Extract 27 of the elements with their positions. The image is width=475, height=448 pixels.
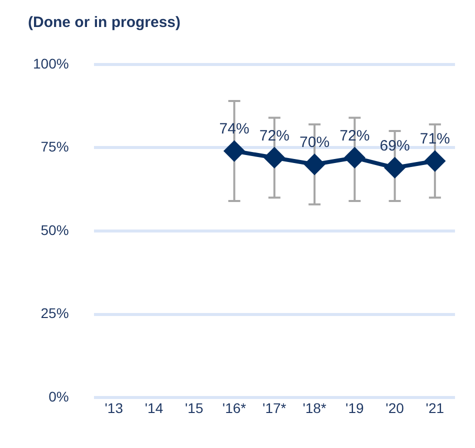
data-label: 74% [219,120,250,138]
data-label: 72% [340,127,370,144]
point [424,151,445,172]
x-tick-label: '13 [104,400,124,416]
data-label: 70% [300,134,330,151]
point [224,141,244,162]
y-tick-label: 50% [40,222,69,238]
x-tick-label: '21 [426,400,444,416]
chart-subtitle: (Done or in progress) [27,13,182,31]
x-tick-label: '19 [346,400,364,416]
x-tick-label: '20 [386,400,404,416]
y-tick-label: 100% [32,55,69,72]
data-label: 72% [259,127,290,144]
x-tick-label: '16* [222,400,247,416]
x-tick-label: '14 [144,400,164,416]
point [384,158,405,178]
x-tick-label: '18* [302,400,327,416]
data-label: 71% [420,130,450,148]
y-tick-label: 25% [40,305,69,322]
point [304,154,325,174]
x-tick-label: '17* [262,400,287,416]
point [344,148,365,168]
y-tick-label: 0% [48,388,69,404]
y-tick-label: 75% [40,138,69,155]
x-tick-label: '15 [185,400,204,416]
data-label: 69% [380,137,410,154]
point [264,148,284,168]
